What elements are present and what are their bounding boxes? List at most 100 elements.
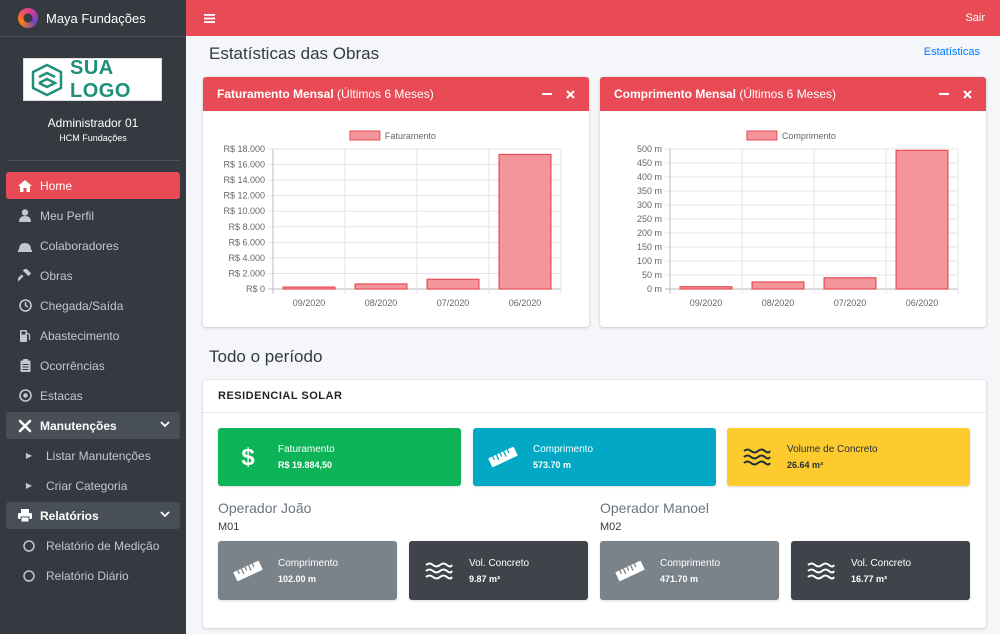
hammer-icon bbox=[18, 268, 32, 283]
sidebar-group-label: Manutenções bbox=[40, 418, 117, 433]
chart-bar[interactable] bbox=[823, 277, 877, 290]
y-tick-label: 350 m bbox=[637, 186, 662, 196]
info-box-label: Comprimento bbox=[278, 557, 339, 569]
card-title-rest: (Últimos 6 Meses) bbox=[333, 87, 434, 101]
sidebar-item-estacas[interactable]: Estacas bbox=[6, 382, 180, 409]
chart-legend[interactable]: Faturamento bbox=[349, 130, 436, 141]
revenue-chart-title: Faturamento Mensal (Últimos 6 Meses) bbox=[217, 87, 434, 101]
water-icon bbox=[409, 542, 469, 600]
user-name[interactable]: Administrador 01 bbox=[47, 116, 139, 130]
caret-right-icon: ▶ bbox=[25, 451, 33, 460]
info-box-label: Comprimento bbox=[660, 557, 721, 569]
chart-bar[interactable] bbox=[282, 286, 336, 290]
y-tick-label: R$ 10.000 bbox=[223, 206, 265, 216]
chart-bar[interactable] bbox=[354, 283, 408, 290]
total-volume-box: Volume de Concreto 26.64 m³ bbox=[727, 428, 970, 486]
sidebar-item-meu-perfil[interactable]: Meu Perfil bbox=[6, 202, 180, 229]
chart-bar[interactable] bbox=[426, 278, 480, 290]
sidebar-item-label: Abastecimento bbox=[40, 328, 120, 343]
tools-icon bbox=[18, 419, 32, 433]
info-box-value: 26.64 m³ bbox=[787, 460, 824, 470]
info-box-label: Faturamento bbox=[278, 444, 335, 455]
sidebar-item-relatorio-diario[interactable]: Relatório Diário bbox=[6, 562, 180, 589]
sidebar-item-listar-manutencoes[interactable]: ▶ Listar Manutenções bbox=[6, 442, 180, 469]
ruler-icon bbox=[600, 542, 660, 600]
chevron-down-icon bbox=[160, 420, 170, 431]
caret-right-icon: ▶ bbox=[25, 481, 33, 490]
dollar-icon: $ bbox=[218, 428, 278, 486]
chart-bar[interactable] bbox=[751, 281, 805, 290]
revenue-bar-chart: Faturamento R$ 0 R$ 2.000 R$ 4.000 R$ 6.000 R… bbox=[223, 130, 562, 308]
sidebar-item-label: Meu Perfil bbox=[40, 208, 95, 223]
x-tick-label: 07/2020 bbox=[437, 298, 470, 308]
info-box-label: Vol. Concreto bbox=[469, 557, 530, 569]
sidebar-item-criar-categoria[interactable]: ▶ Criar Categoria bbox=[6, 472, 180, 499]
ruler-icon bbox=[473, 428, 533, 486]
operator-code: M02 bbox=[600, 521, 622, 533]
users-icon bbox=[18, 239, 32, 253]
info-box-value: 9.87 m³ bbox=[469, 573, 501, 584]
operator-volume-box: Vol. Concreto 16.77 m³ bbox=[791, 541, 970, 600]
brand-name: Maya Fundações bbox=[46, 10, 146, 26]
close-button[interactable] bbox=[566, 86, 575, 102]
y-tick-label: 0 m bbox=[647, 284, 662, 294]
sidebar-item-colaboradores[interactable]: Colaboradores bbox=[6, 232, 180, 259]
breadcrumb[interactable]: Estatísticas bbox=[923, 46, 980, 58]
water-icon bbox=[791, 542, 851, 600]
logo-text: SUA LOGO bbox=[70, 56, 131, 102]
legend-label: Faturamento bbox=[385, 131, 436, 141]
card-tools bbox=[542, 86, 575, 102]
sidebar-item-abastecimento[interactable]: Abastecimento bbox=[6, 322, 180, 349]
sidebar-item-chegada-saida[interactable]: Chegada/Saída bbox=[6, 292, 180, 319]
operator-volume-box: Vol. Concreto 9.87 m³ bbox=[409, 541, 588, 600]
y-tick-label: R$ 18.000 bbox=[223, 144, 265, 154]
gas-pump-icon bbox=[18, 329, 32, 343]
operator-code: M01 bbox=[218, 521, 240, 533]
collapse-button[interactable] bbox=[542, 86, 552, 102]
sidebar-item-ocorrencias[interactable]: Ocorrências bbox=[6, 352, 180, 379]
sidebar-group-label: Relatórios bbox=[40, 508, 99, 523]
y-tick-label: 200 m bbox=[637, 228, 662, 238]
brand-logo-icon bbox=[18, 8, 38, 28]
logout-link[interactable]: Sair bbox=[965, 12, 985, 24]
y-tick-label: 100 m bbox=[637, 256, 662, 266]
legend-label: Comprimento bbox=[782, 131, 836, 141]
length-chart-card: Comprimento Mensal (Últimos 6 Meses) Com… bbox=[600, 77, 986, 327]
chart-bar[interactable] bbox=[895, 149, 949, 290]
y-tick-label: R$ 14.000 bbox=[223, 175, 265, 185]
collapse-button[interactable] bbox=[939, 86, 949, 102]
sidebar-item-label: Estacas bbox=[40, 388, 83, 403]
y-tick-label: 400 m bbox=[637, 172, 662, 182]
clock-icon bbox=[18, 299, 32, 313]
brand-link[interactable]: Maya Fundações bbox=[0, 0, 186, 37]
sidebar-group-relatorios[interactable]: Relatórios bbox=[6, 502, 180, 529]
sidebar-item-label: Home bbox=[40, 178, 73, 193]
logo-cube-icon bbox=[31, 63, 63, 96]
chart-legend[interactable]: Comprimento bbox=[746, 130, 836, 141]
length-chart-title: Comprimento Mensal (Últimos 6 Meses) bbox=[614, 87, 836, 101]
card-title-bold: Comprimento Mensal bbox=[614, 87, 737, 101]
info-box-value: 16.77 m³ bbox=[851, 573, 888, 584]
sidebar-item-home[interactable]: Home bbox=[6, 172, 180, 199]
info-box-label: Comprimento bbox=[533, 444, 594, 455]
sidebar-item-label: Criar Categoria bbox=[46, 478, 128, 493]
x-tick-label: 07/2020 bbox=[834, 298, 867, 308]
project-name: RESIDENCIAL SOLAR bbox=[203, 380, 986, 413]
total-revenue-box: $ Faturamento R$ 19.884,50 bbox=[218, 428, 461, 486]
operator-length-box: Comprimento 471.70 m bbox=[600, 541, 779, 600]
legend-swatch bbox=[746, 130, 778, 141]
sidebar-item-obras[interactable]: Obras bbox=[6, 262, 180, 289]
revenue-chart-card: Faturamento Mensal (Últimos 6 Meses) Fat… bbox=[203, 77, 589, 327]
chart-bar[interactable] bbox=[679, 286, 733, 290]
x-tick-label: 09/2020 bbox=[293, 298, 326, 308]
sidebar-item-relatorio-medicao[interactable]: Relatório de Medição bbox=[6, 532, 180, 559]
sidebar-group-manutencoes[interactable]: Manutenções bbox=[6, 412, 180, 439]
sidebar-item-label: Obras bbox=[40, 268, 73, 283]
circle-icon bbox=[22, 539, 36, 553]
chart-bar[interactable] bbox=[498, 153, 552, 290]
menu-toggle-icon[interactable] bbox=[204, 11, 215, 26]
length-chart-header: Comprimento Mensal (Últimos 6 Meses) bbox=[600, 77, 986, 111]
close-icon bbox=[566, 90, 575, 99]
y-tick-label: 250 m bbox=[637, 214, 662, 224]
close-button[interactable] bbox=[963, 86, 972, 102]
